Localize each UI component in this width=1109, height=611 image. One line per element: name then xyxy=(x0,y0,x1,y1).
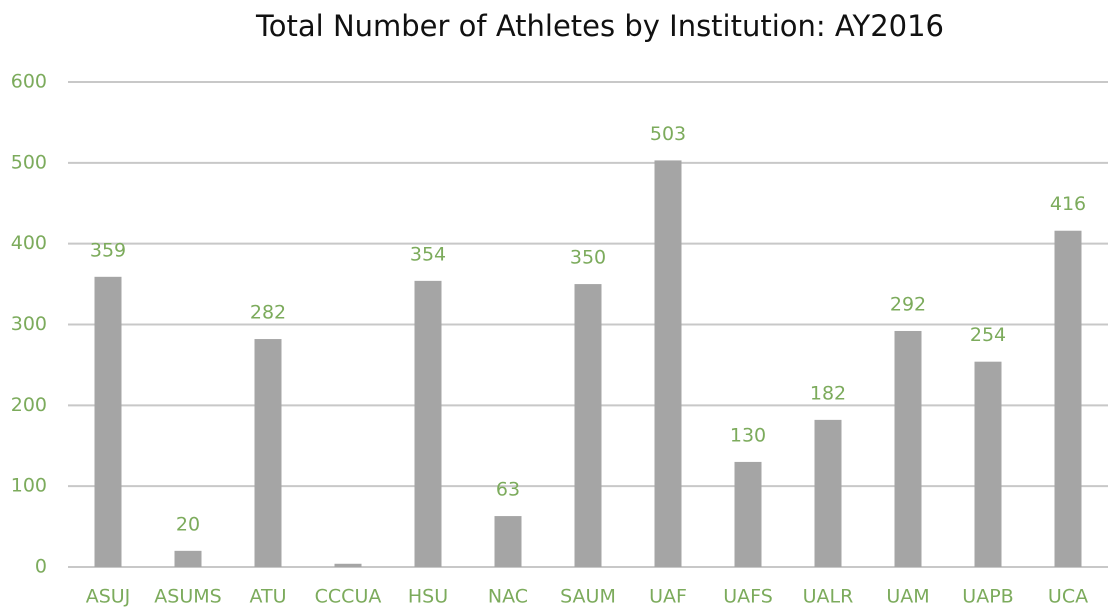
data-label: 254 xyxy=(970,324,1006,346)
x-tick-label: UAF xyxy=(649,586,687,608)
bar xyxy=(734,461,762,567)
data-label: 63 xyxy=(496,479,520,501)
chart-title: Total Number of Athletes by Institution:… xyxy=(255,9,944,43)
bar xyxy=(574,284,602,567)
bar xyxy=(494,516,522,567)
x-tick-label: ASUMS xyxy=(154,586,221,608)
data-label: 130 xyxy=(730,424,766,446)
x-tick-label: ATU xyxy=(249,586,286,608)
x-tick-label: UALR xyxy=(803,586,854,608)
y-tick-label: 600 xyxy=(11,71,47,93)
bar xyxy=(94,276,122,567)
y-tick-label: 300 xyxy=(11,313,47,335)
y-tick-label: 100 xyxy=(11,475,47,497)
x-tick-label: CCCUA xyxy=(315,586,382,608)
x-tick-label: UAFS xyxy=(723,586,773,608)
data-label: 292 xyxy=(890,293,926,315)
x-tick-label: HSU xyxy=(408,586,448,608)
bar xyxy=(654,160,682,568)
data-label: 354 xyxy=(410,243,446,265)
bar xyxy=(974,361,1002,567)
x-tick-label: ASUJ xyxy=(86,586,131,608)
y-tick-label: 0 xyxy=(35,556,47,578)
bar xyxy=(334,563,362,567)
y-tick-label: 500 xyxy=(11,151,47,173)
bar xyxy=(414,280,442,567)
data-label: 503 xyxy=(650,123,686,145)
data-label: 20 xyxy=(176,513,200,535)
x-tick-label: UAPB xyxy=(962,586,1013,608)
y-tick-label: 400 xyxy=(11,232,47,254)
data-label: 359 xyxy=(90,239,126,261)
y-tick-label: 200 xyxy=(11,394,47,416)
bar xyxy=(894,330,922,567)
bar xyxy=(1054,230,1082,567)
data-label: 350 xyxy=(570,247,606,269)
x-tick-label: UAM xyxy=(886,586,929,608)
bar xyxy=(254,339,282,567)
bar xyxy=(174,550,202,567)
x-tick-label: UCA xyxy=(1048,586,1088,608)
data-label: 182 xyxy=(810,382,846,404)
x-tick-label: SAUM xyxy=(560,586,616,608)
x-tick-label: NAC xyxy=(488,586,528,608)
bar xyxy=(814,419,842,567)
data-label: 416 xyxy=(1050,193,1086,215)
data-label: 282 xyxy=(250,302,286,324)
